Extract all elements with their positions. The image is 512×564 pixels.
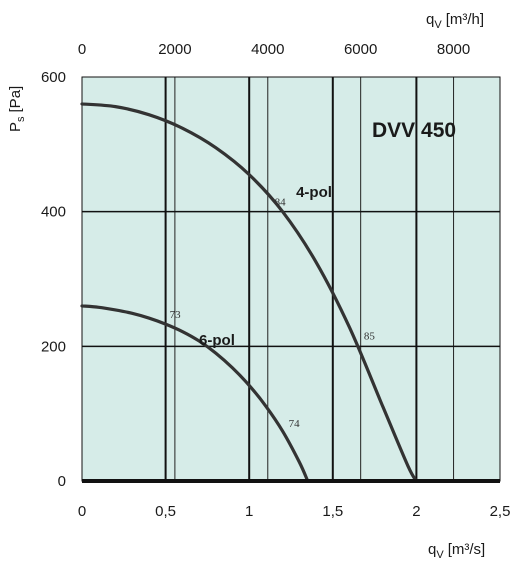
top-axis-title-sub: V (434, 19, 442, 31)
bottom-axis-title: qV [m³/s] (428, 541, 485, 561)
y-axis-title: Ps [Pa] (7, 86, 27, 132)
x2-tick-label: 6000 (344, 41, 377, 58)
curve-label: 4-pol (296, 184, 332, 201)
x-tick-label: 2,5 (490, 503, 511, 520)
bottom-axis-title-main: q (428, 541, 436, 558)
top-axis-title: qV [m³/h] (426, 11, 484, 31)
x-tick-label: 0 (78, 503, 86, 520)
x2-tick-label: 2000 (158, 41, 191, 58)
y-axis-title-unit: [Pa] (7, 86, 24, 113)
efficiency-label: 74 (289, 418, 301, 430)
top-axis-title-main: q (426, 11, 434, 28)
y-tick-label: 200 (41, 338, 66, 355)
efficiency-label: 84 (275, 197, 287, 209)
curve-label: 6-pol (199, 332, 235, 349)
y-tick-label: 0 (58, 473, 66, 490)
bottom-axis-title-unit: [m³/s] (448, 541, 486, 558)
x-tick-label: 1,5 (322, 503, 343, 520)
x-tick-label: 0,5 (155, 503, 176, 520)
x-tick-label: 2 (412, 503, 420, 520)
curve-annotations: 84 85 73 74 4-pol 6-pol (170, 184, 376, 430)
chart-title: DVV 450 (372, 119, 456, 142)
top-axis-title-unit: [m³/h] (446, 11, 484, 28)
x2-tick-label: 4000 (251, 41, 284, 58)
series-curve-6-pol (80, 304, 310, 483)
efficiency-label: 85 (364, 331, 376, 343)
series-curve-4-pol (80, 102, 418, 483)
efficiency-label: 73 (170, 309, 182, 321)
tick-labels: 0 0,5 1 1,5 2 2,5 0 2000 4000 6000 8000 0 200 400 600 (41, 41, 510, 520)
y-tick-label: 400 (41, 204, 66, 221)
plot-background (82, 77, 500, 481)
y-axis-title-sub: s (15, 116, 27, 122)
series-curves (80, 102, 418, 483)
y-axis-title-main: P (7, 122, 24, 132)
x-tick-label: 1 (245, 503, 253, 520)
bottom-axis-title-sub: V (436, 549, 444, 561)
y-tick-label: 600 (41, 69, 66, 86)
x2-tick-label: 8000 (437, 41, 470, 58)
x2-tick-label: 0 (78, 41, 86, 58)
